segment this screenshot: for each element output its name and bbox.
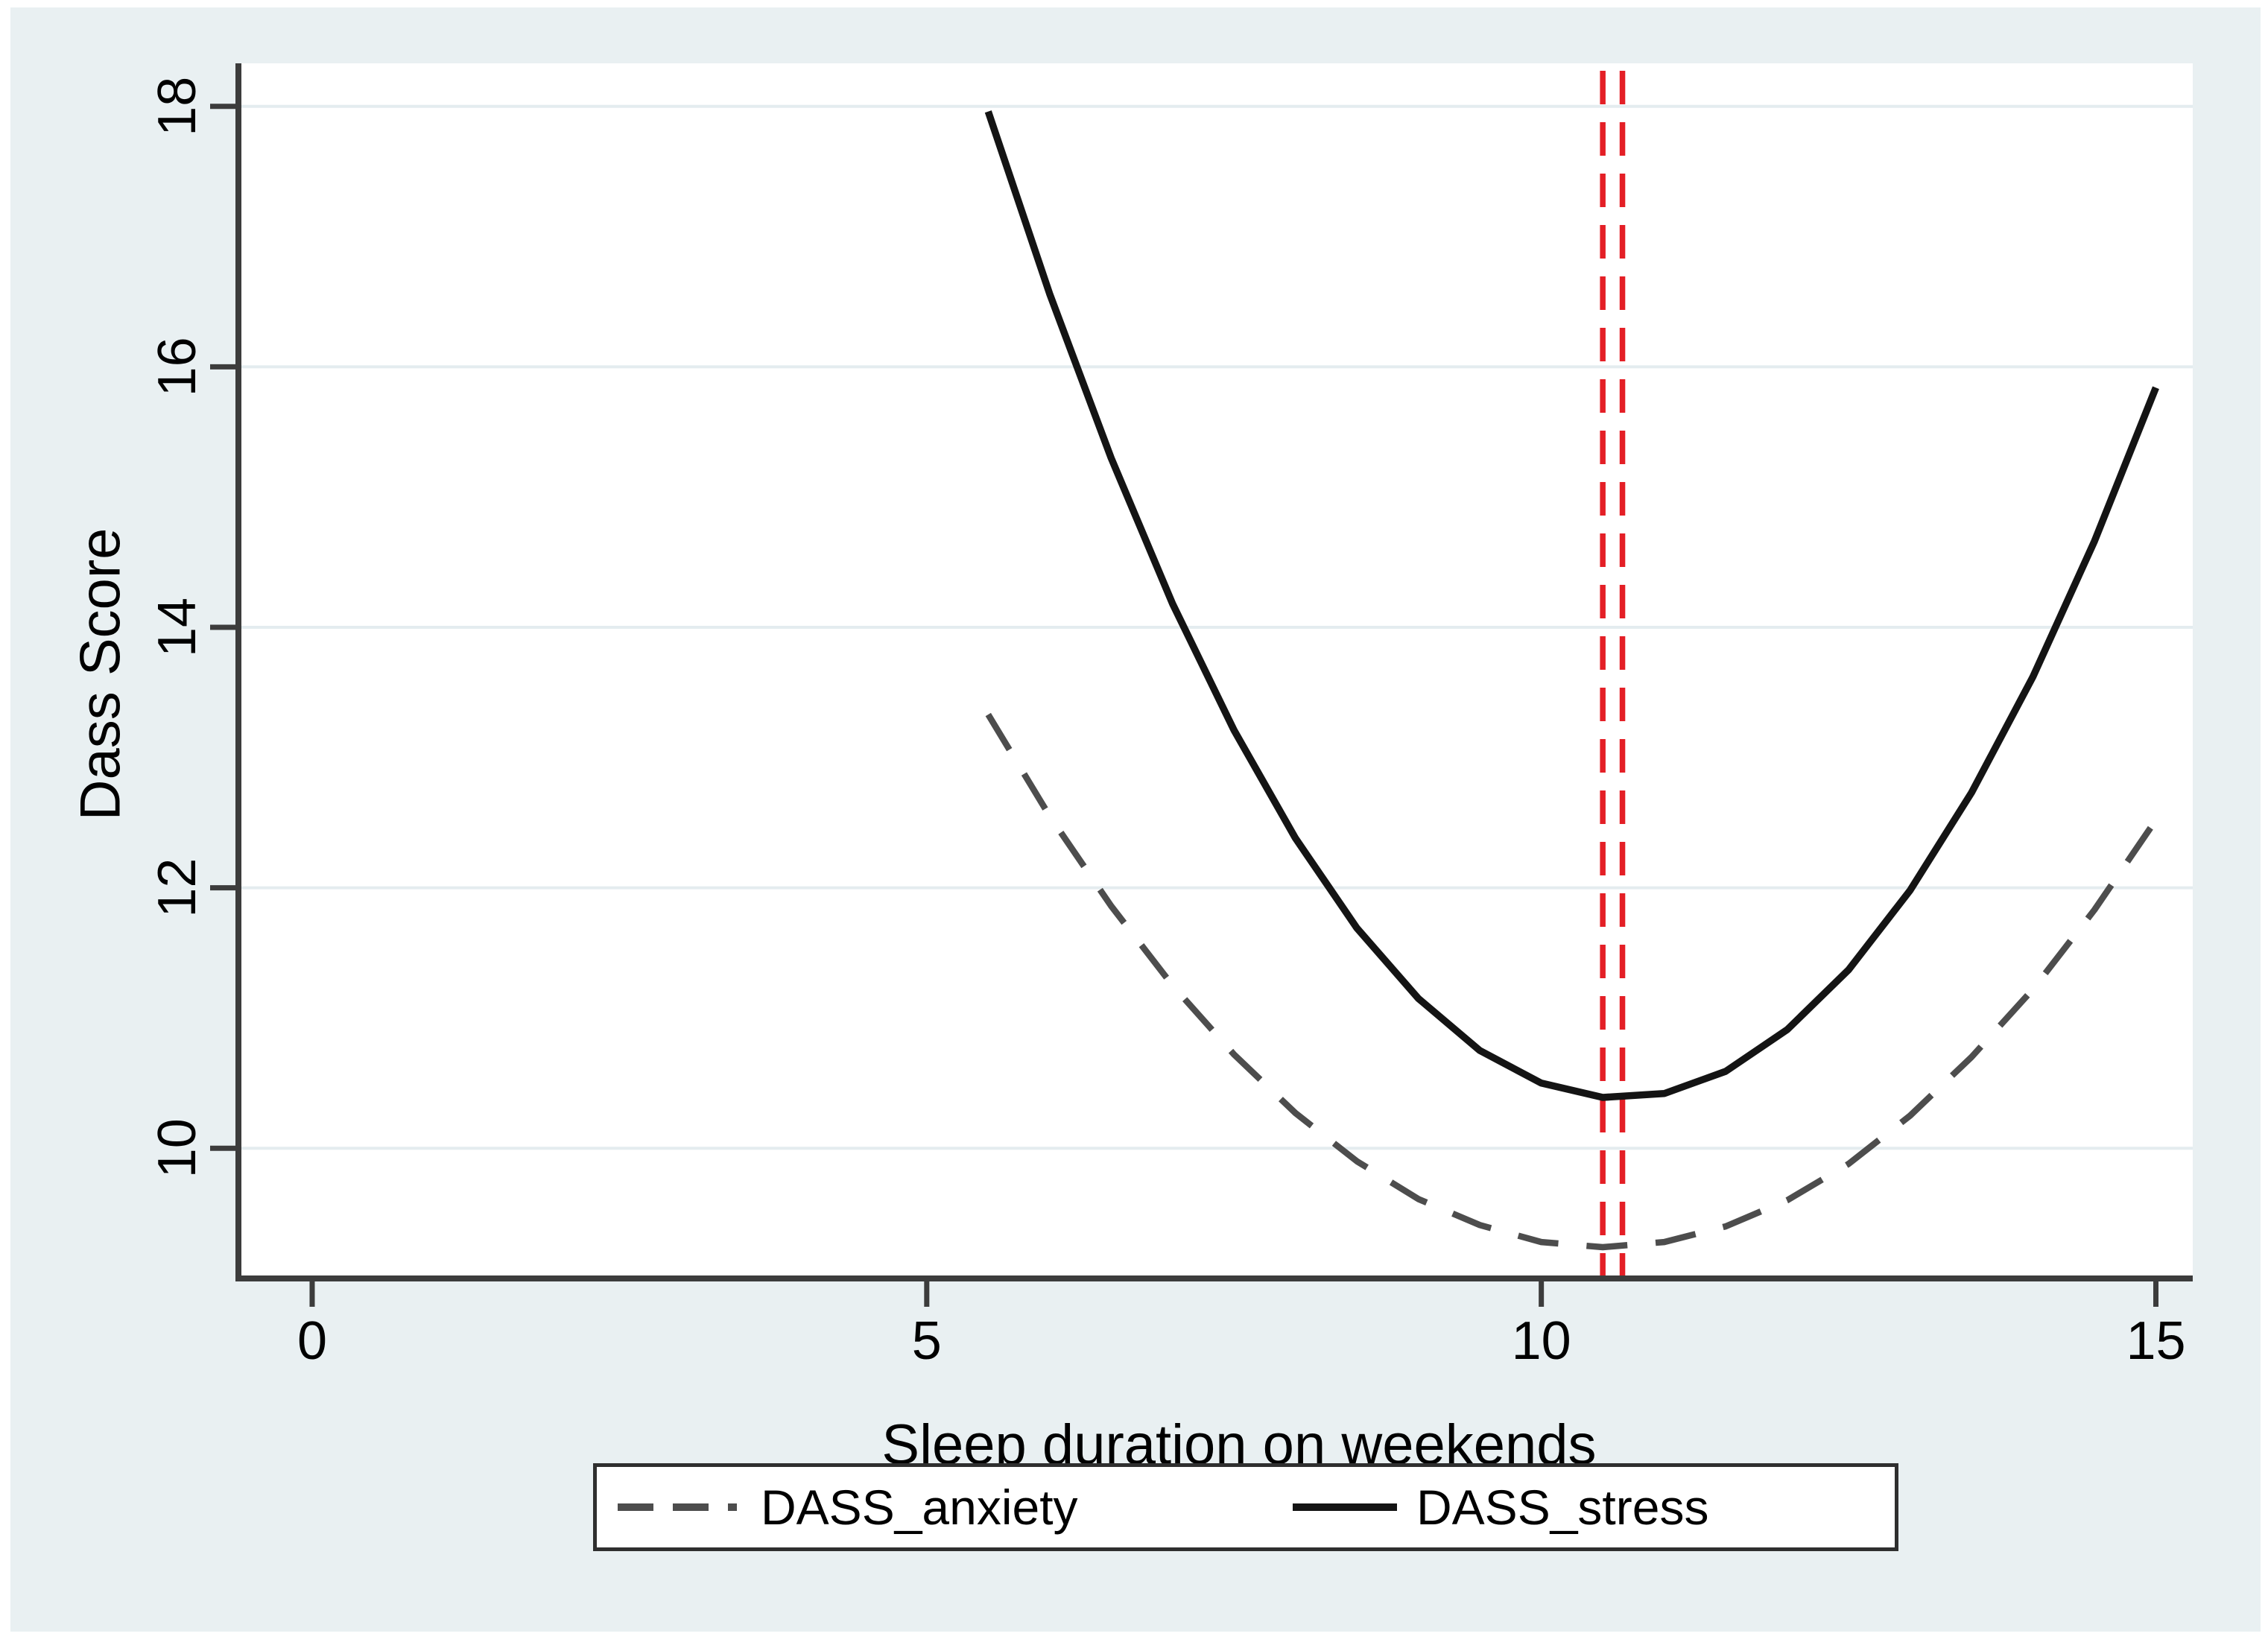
legend-label-anxiety: DASS_anxiety (761, 1480, 1078, 1535)
plot-background (238, 63, 2193, 1278)
y-tick-label: 12 (148, 858, 207, 918)
solid-line-sample-icon (1293, 1503, 1397, 1511)
legend-item-anxiety: DASS_anxiety (618, 1467, 1078, 1547)
y-tick-label: 18 (148, 77, 207, 136)
legend: DASS_anxiety DASS_stress (593, 1463, 1898, 1551)
legend-label-stress: DASS_stress (1416, 1480, 1709, 1535)
legend-item-stress: DASS_stress (1293, 1467, 1708, 1547)
y-tick-label: 16 (148, 337, 207, 396)
x-tick-label: 0 (297, 1311, 327, 1371)
dashed-line-sample-icon (618, 1503, 741, 1511)
curve-DASS_anxiety (985, 712, 2159, 1251)
y-tick-label: 10 (148, 1118, 207, 1178)
x-tick-label: 10 (1512, 1311, 1571, 1371)
curve-DASS_stress (984, 110, 2159, 1101)
x-tick-label: 15 (2126, 1311, 2185, 1371)
y-axis-title: Dass Score (69, 527, 133, 821)
x-tick-label: 5 (912, 1311, 942, 1371)
y-tick-label: 14 (148, 598, 207, 657)
